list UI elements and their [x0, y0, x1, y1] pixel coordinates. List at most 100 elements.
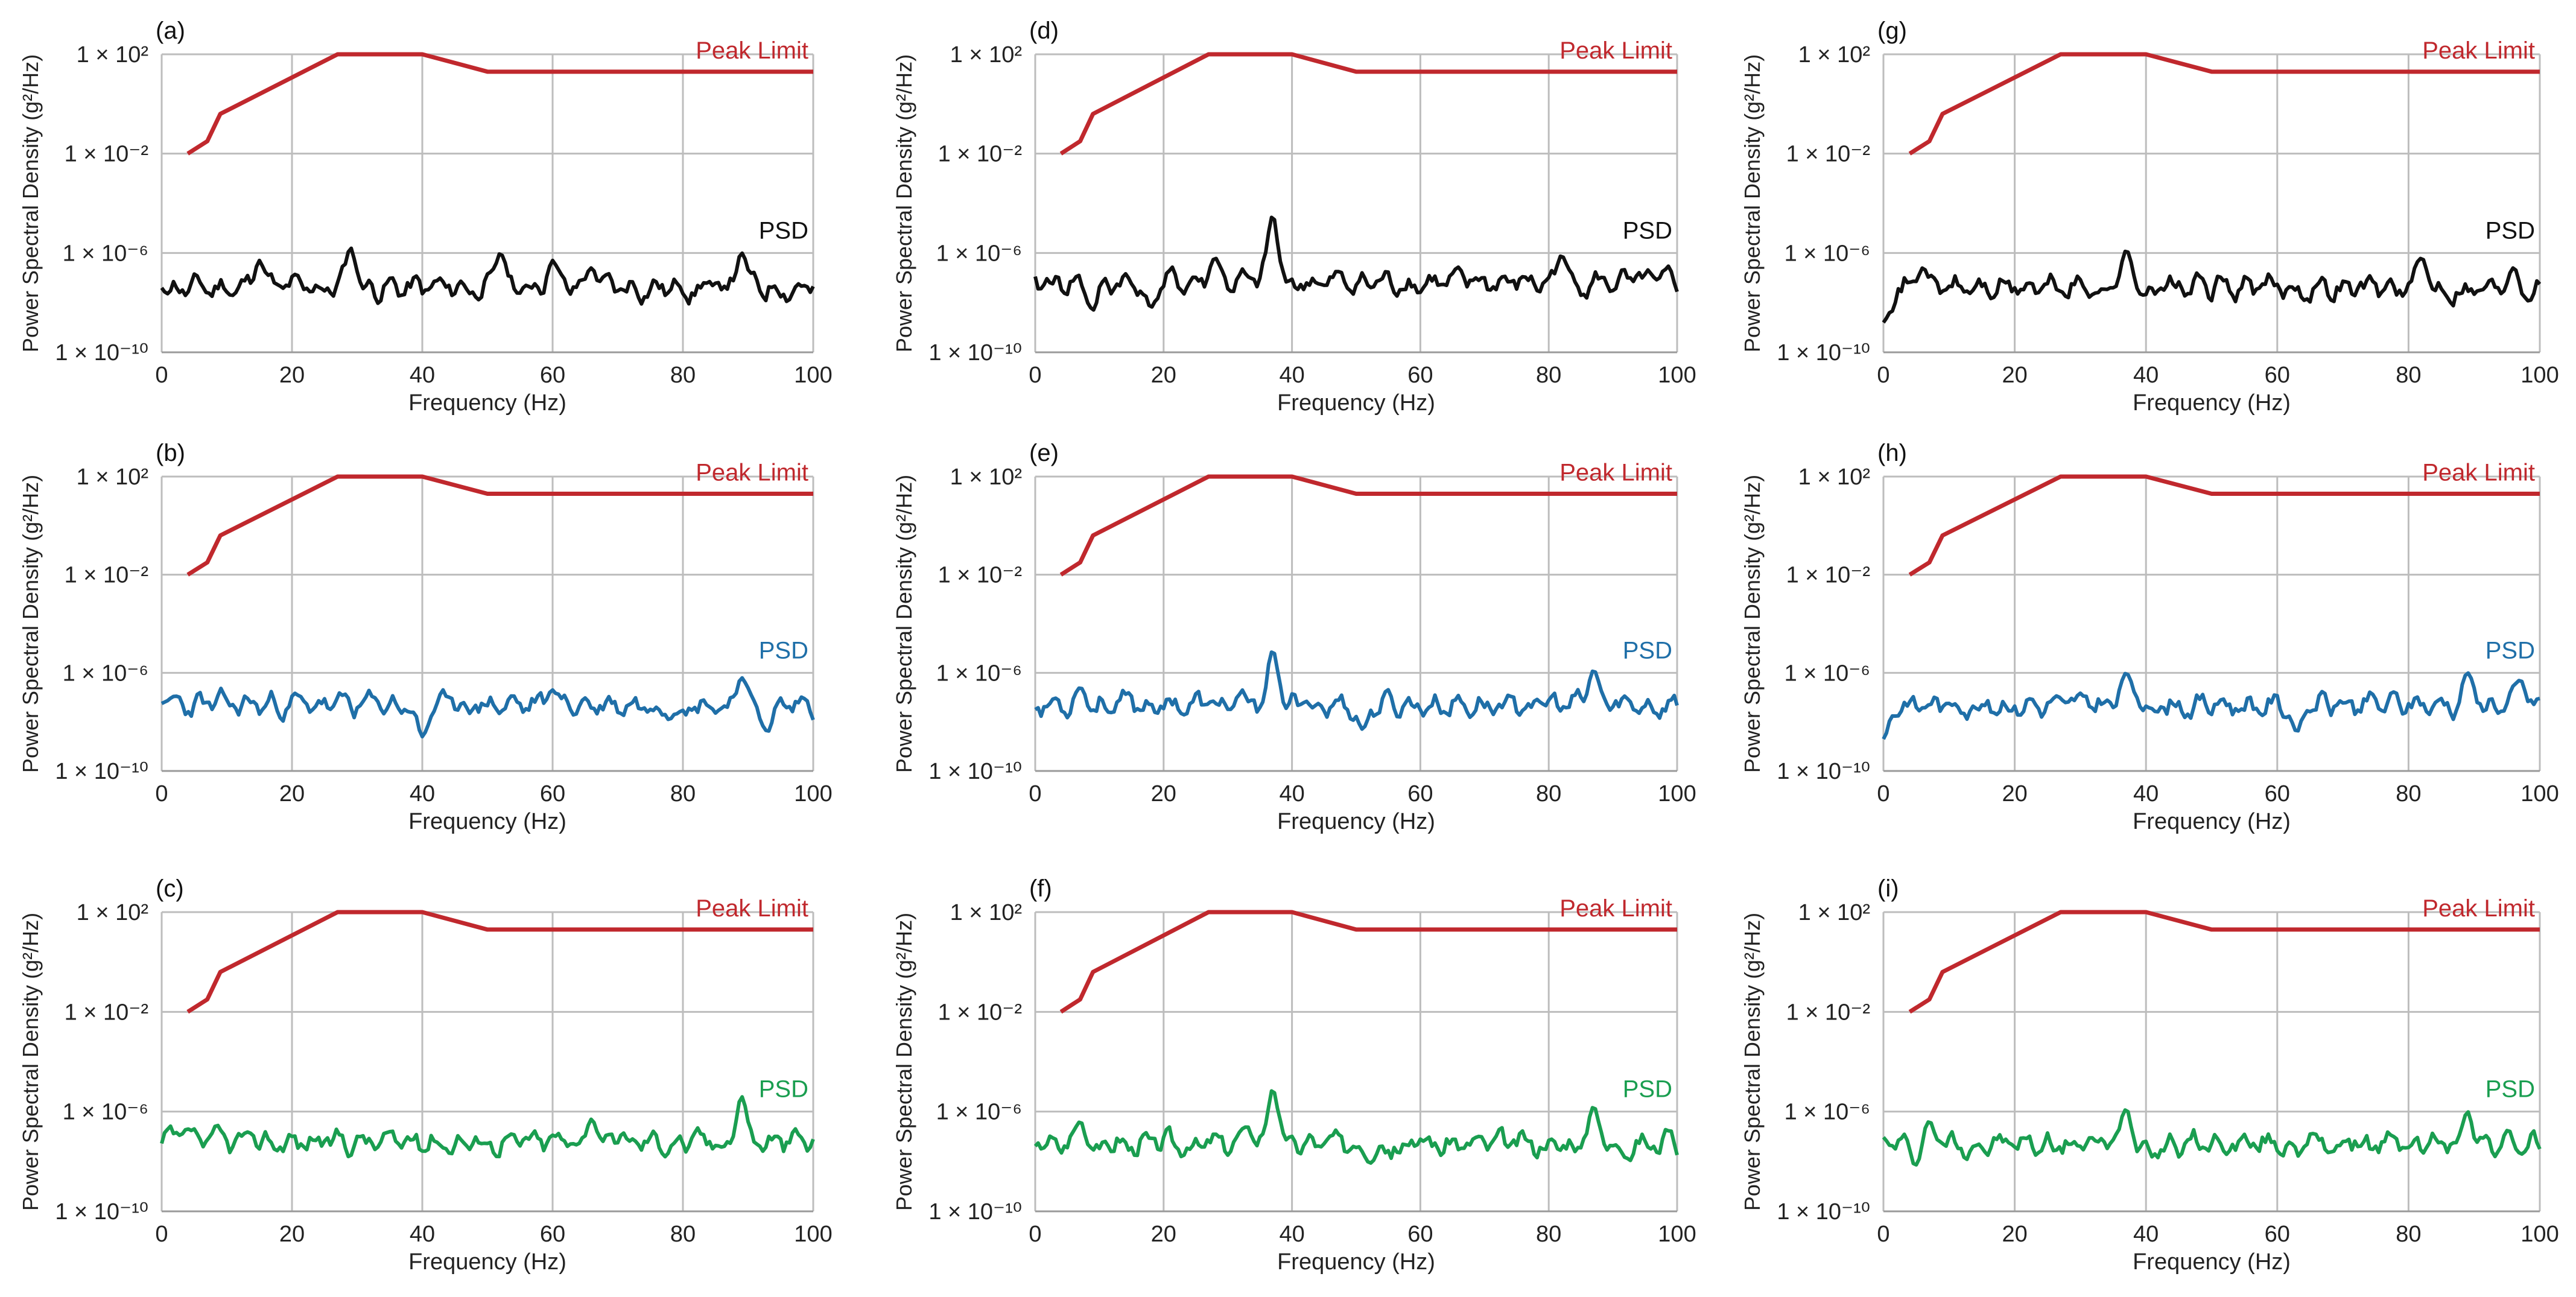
- chart-panel: 0 20 40 60 80 100 1 × 10² 1 × 10⁻² 1 × 10⁻⁶ 1 × 1…: [1740, 440, 2559, 834]
- x-tick-label: 0: [1029, 1222, 1041, 1247]
- y-tick-label: 1 × 10²: [77, 465, 148, 490]
- chart-panel: 0 20 40 60 80 100 1 × 10² 1 × 10⁻² 1 × 10⁻⁶ 1 × 1…: [892, 875, 1696, 1275]
- x-tick-label: 100: [2520, 781, 2559, 807]
- x-tick-label: 80: [1536, 781, 1561, 807]
- y-tick-label: 1 × 10²: [1798, 465, 1870, 490]
- x-tick-label: 100: [1658, 781, 1696, 807]
- chart-panel: 0 20 40 60 80 100 1 × 10² 1 × 10⁻² 1 × 10⁻⁶ 1 × 1…: [892, 17, 1696, 416]
- peak-limit-legend-label: Peak Limit: [2422, 37, 2535, 64]
- x-tick-label: 20: [2002, 363, 2027, 388]
- y-tick-label: 1 × 10⁻⁶: [63, 661, 148, 686]
- y-tick-label: 1 × 10⁻²: [1786, 1000, 1870, 1025]
- psd-line: [160, 246, 815, 306]
- x-tick-label: 100: [794, 1222, 832, 1247]
- peak-limit-legend-label: Peak Limit: [1559, 459, 1672, 486]
- y-tick-label: 1 × 10⁻⁶: [63, 241, 148, 266]
- psd-legend-label: PSD: [1623, 1076, 1672, 1103]
- y-tick-label: 1 × 10⁻⁶: [1784, 241, 1870, 266]
- y-tick-label: 1 × 10²: [950, 42, 1022, 68]
- x-tick-label: 60: [1407, 1222, 1433, 1247]
- panel-label: (f): [1029, 875, 1052, 902]
- y-axis-label: Power Spectral Density (g²/Hz): [18, 54, 43, 352]
- x-tick-label: 60: [2265, 363, 2290, 388]
- x-axis-label: Frequency (Hz): [408, 390, 566, 416]
- y-tick-label: 1 × 10⁻¹⁰: [55, 759, 148, 784]
- psd-legend-label: PSD: [759, 637, 808, 664]
- y-tick-label: 1 × 10⁻¹⁰: [1777, 759, 1870, 784]
- x-tick-label: 0: [1029, 363, 1041, 388]
- x-tick-label: 40: [2133, 363, 2159, 388]
- x-tick-label: 20: [279, 1222, 305, 1247]
- x-tick-label: 100: [2520, 363, 2559, 388]
- peak-limit-line: [186, 52, 813, 156]
- x-tick-label: 40: [2133, 781, 2159, 807]
- x-tick-label: 80: [2396, 781, 2421, 807]
- x-axis-label: Frequency (Hz): [408, 809, 566, 834]
- y-axis-label: Power Spectral Density (g²/Hz): [892, 913, 916, 1211]
- x-tick-label: 60: [540, 363, 565, 388]
- psd-line: [1033, 215, 1679, 312]
- y-tick-label: 1 × 10⁻¹⁰: [928, 340, 1022, 366]
- peak-limit-legend-label: Peak Limit: [696, 895, 808, 922]
- x-tick-label: 60: [540, 1222, 565, 1247]
- y-tick-label: 1 × 10²: [950, 465, 1022, 490]
- y-tick-label: 1 × 10⁻⁶: [936, 241, 1022, 266]
- x-tick-label: 0: [155, 781, 168, 807]
- x-tick-label: 60: [1407, 363, 1433, 388]
- x-tick-label: 20: [279, 781, 305, 807]
- y-tick-label: 1 × 10⁻¹⁰: [55, 340, 148, 366]
- y-tick-label: 1 × 10⁻¹⁰: [1777, 1199, 1870, 1225]
- y-axis-label: Power Spectral Density (g²/Hz): [18, 913, 43, 1211]
- x-tick-label: 20: [2002, 781, 2027, 807]
- y-tick-label: 1 × 10⁻²: [65, 1000, 148, 1025]
- chart-panel: 0 20 40 60 80 100 1 × 10² 1 × 10⁻² 1 × 10⁻⁶ 1 × 1…: [18, 875, 833, 1275]
- panel-label: (i): [1877, 875, 1899, 902]
- peak-limit-line: [1908, 910, 2540, 1014]
- x-tick-label: 60: [1407, 781, 1433, 807]
- x-tick-label: 100: [1658, 1222, 1696, 1247]
- x-tick-label: 0: [155, 363, 168, 388]
- x-tick-label: 20: [2002, 1222, 2027, 1247]
- x-axis-label: Frequency (Hz): [2133, 390, 2291, 416]
- x-tick-label: 0: [1029, 781, 1041, 807]
- y-tick-label: 1 × 10⁻²: [1786, 142, 1870, 167]
- x-tick-label: 100: [794, 363, 832, 388]
- x-tick-label: 20: [1151, 1222, 1176, 1247]
- y-tick-label: 1 × 10⁻²: [938, 1000, 1022, 1025]
- psd-line: [160, 1095, 815, 1159]
- y-axis-label: Power Spectral Density (g²/Hz): [892, 54, 916, 352]
- y-axis-label: Power Spectral Density (g²/Hz): [892, 475, 916, 773]
- y-tick-label: 1 × 10⁻²: [938, 563, 1022, 588]
- y-tick-label: 1 × 10²: [1798, 900, 1870, 925]
- x-tick-label: 100: [2520, 1222, 2559, 1247]
- x-tick-label: 80: [670, 363, 696, 388]
- x-tick-label: 40: [1279, 781, 1304, 807]
- y-tick-label: 1 × 10²: [950, 900, 1022, 925]
- x-tick-label: 0: [1877, 781, 1889, 807]
- y-tick-label: 1 × 10²: [77, 42, 148, 68]
- x-axis-label: Frequency (Hz): [1277, 390, 1435, 416]
- panel-label: (e): [1029, 440, 1059, 466]
- x-tick-label: 40: [410, 1222, 435, 1247]
- psd-line: [1882, 1108, 2542, 1167]
- peak-limit-line: [1059, 910, 1677, 1014]
- y-tick-label: 1 × 10⁻⁶: [63, 1100, 148, 1125]
- psd-legend-label: PSD: [2486, 637, 2535, 664]
- x-axis-label: Frequency (Hz): [2133, 809, 2291, 834]
- peak-limit-legend-label: Peak Limit: [696, 37, 808, 64]
- y-axis-label: Power Spectral Density (g²/Hz): [18, 475, 43, 773]
- chart-panel: 0 20 40 60 80 100 1 × 10² 1 × 10⁻² 1 × 10⁻⁶ 1 × 1…: [18, 440, 833, 834]
- x-tick-label: 40: [2133, 1222, 2159, 1247]
- y-tick-label: 1 × 10⁻¹⁰: [1777, 340, 1870, 366]
- x-tick-label: 40: [410, 363, 435, 388]
- peak-limit-line: [1059, 474, 1677, 577]
- x-tick-label: 80: [670, 1222, 696, 1247]
- peak-limit-legend-label: Peak Limit: [2422, 895, 2535, 922]
- x-tick-label: 40: [410, 781, 435, 807]
- peak-limit-line: [1908, 52, 2540, 156]
- y-tick-label: 1 × 10⁻²: [65, 563, 148, 588]
- x-tick-label: 40: [1279, 363, 1304, 388]
- peak-limit-legend-label: Peak Limit: [2422, 459, 2535, 486]
- y-tick-label: 1 × 10⁻¹⁰: [55, 1199, 148, 1225]
